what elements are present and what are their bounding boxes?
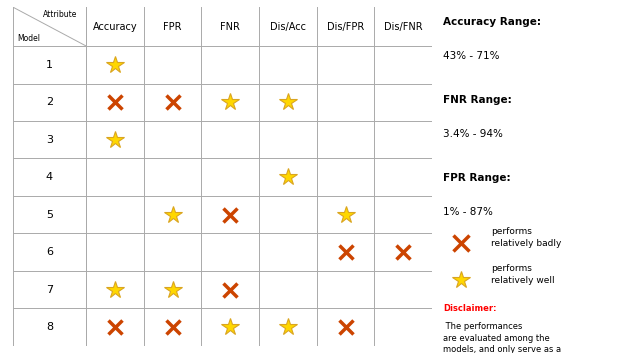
- Text: Attribute: Attribute: [44, 11, 78, 19]
- Text: Dis/FNR: Dis/FNR: [384, 22, 422, 31]
- Text: Accuracy Range:: Accuracy Range:: [443, 17, 541, 27]
- Text: 8: 8: [46, 322, 53, 332]
- Text: Disclaimer:: Disclaimer:: [443, 304, 497, 312]
- Text: 7: 7: [46, 285, 53, 295]
- Text: 5: 5: [46, 210, 53, 220]
- Text: FPR Range:: FPR Range:: [443, 173, 511, 183]
- Text: 6: 6: [46, 247, 53, 257]
- Text: The performances
are evaluated among the
models, and only serve as a
subjective : The performances are evaluated among the…: [443, 322, 563, 353]
- Text: performs
relatively badly: performs relatively badly: [491, 227, 561, 248]
- Text: FNR Range:: FNR Range:: [443, 95, 512, 105]
- Text: Model: Model: [17, 34, 40, 43]
- Text: 1% - 87%: 1% - 87%: [443, 207, 493, 217]
- Text: Accuracy: Accuracy: [93, 22, 138, 31]
- Text: Dis/Acc: Dis/Acc: [270, 22, 306, 31]
- Text: 3: 3: [46, 135, 53, 145]
- Text: FPR: FPR: [163, 22, 182, 31]
- Text: 1: 1: [46, 60, 53, 70]
- Text: performs
relatively well: performs relatively well: [491, 264, 554, 285]
- Text: 4: 4: [46, 172, 53, 182]
- Text: 2: 2: [46, 97, 53, 107]
- Text: 3.4% - 94%: 3.4% - 94%: [443, 129, 503, 139]
- Text: Dis/FPR: Dis/FPR: [327, 22, 364, 31]
- Text: 43% - 71%: 43% - 71%: [443, 51, 500, 61]
- Text: FNR: FNR: [220, 22, 240, 31]
